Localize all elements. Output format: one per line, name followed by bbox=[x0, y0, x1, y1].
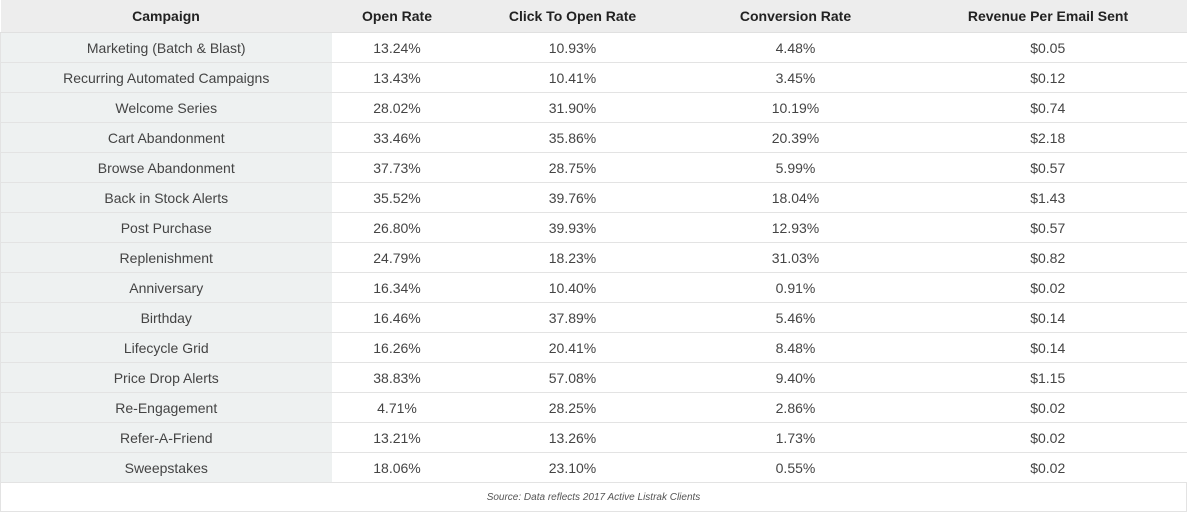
header-open-rate: Open Rate bbox=[331, 0, 463, 33]
table-row: Anniversary 16.34% 10.40% 0.91% $0.02 bbox=[0, 272, 1187, 303]
cell-conversion-rate: 9.40% bbox=[682, 362, 909, 393]
cell-click-to-open-rate: 20.41% bbox=[462, 332, 683, 363]
cell-conversion-rate: 1.73% bbox=[682, 422, 909, 453]
cell-open-rate: 18.06% bbox=[331, 452, 463, 483]
table-row: Sweepstakes 18.06% 23.10% 0.55% $0.02 bbox=[0, 452, 1187, 483]
cell-campaign: Lifecycle Grid bbox=[0, 332, 332, 363]
table-row: Post Purchase 26.80% 39.93% 12.93% $0.57 bbox=[0, 212, 1187, 243]
cell-conversion-rate: 31.03% bbox=[682, 242, 909, 273]
cell-conversion-rate: 8.48% bbox=[682, 332, 909, 363]
cell-revenue-per-email: $1.15 bbox=[908, 362, 1187, 393]
cell-click-to-open-rate: 39.93% bbox=[462, 212, 683, 243]
cell-click-to-open-rate: 31.90% bbox=[462, 92, 683, 123]
cell-campaign: Post Purchase bbox=[0, 212, 332, 243]
cell-open-rate: 16.26% bbox=[331, 332, 463, 363]
source-note: Source: Data reflects 2017 Active Listra… bbox=[0, 483, 1187, 512]
cell-campaign: Marketing (Batch & Blast) bbox=[0, 32, 332, 63]
cell-campaign: Re-Engagement bbox=[0, 392, 332, 423]
cell-click-to-open-rate: 28.25% bbox=[462, 392, 683, 423]
table-row: Cart Abandonment 33.46% 35.86% 20.39% $2… bbox=[0, 122, 1187, 153]
cell-campaign: Sweepstakes bbox=[0, 452, 332, 483]
table-row: Recurring Automated Campaigns 13.43% 10.… bbox=[0, 62, 1187, 93]
cell-click-to-open-rate: 28.75% bbox=[462, 152, 683, 183]
header-campaign: Campaign bbox=[0, 0, 332, 33]
cell-open-rate: 35.52% bbox=[331, 182, 463, 213]
cell-conversion-rate: 5.46% bbox=[682, 302, 909, 333]
cell-revenue-per-email: $0.82 bbox=[908, 242, 1187, 273]
table-row: Lifecycle Grid 16.26% 20.41% 8.48% $0.14 bbox=[0, 332, 1187, 363]
cell-open-rate: 26.80% bbox=[331, 212, 463, 243]
cell-open-rate: 13.43% bbox=[331, 62, 463, 93]
cell-revenue-per-email: $0.12 bbox=[908, 62, 1187, 93]
cell-campaign: Replenishment bbox=[0, 242, 332, 273]
cell-conversion-rate: 10.19% bbox=[682, 92, 909, 123]
cell-campaign: Cart Abandonment bbox=[0, 122, 332, 153]
cell-open-rate: 4.71% bbox=[331, 392, 463, 423]
table-row: Browse Abandonment 37.73% 28.75% 5.99% $… bbox=[0, 152, 1187, 183]
header-click-to-open-rate: Click To Open Rate bbox=[462, 0, 683, 33]
cell-revenue-per-email: $0.74 bbox=[908, 92, 1187, 123]
cell-open-rate: 37.73% bbox=[331, 152, 463, 183]
cell-conversion-rate: 0.55% bbox=[682, 452, 909, 483]
table-row: Birthday 16.46% 37.89% 5.46% $0.14 bbox=[0, 302, 1187, 333]
table-row: Refer-A-Friend 13.21% 13.26% 1.73% $0.02 bbox=[0, 422, 1187, 453]
cell-revenue-per-email: $2.18 bbox=[908, 122, 1187, 153]
cell-conversion-rate: 20.39% bbox=[682, 122, 909, 153]
cell-revenue-per-email: $0.57 bbox=[908, 152, 1187, 183]
cell-open-rate: 16.34% bbox=[331, 272, 463, 303]
table-row: Price Drop Alerts 38.83% 57.08% 9.40% $1… bbox=[0, 362, 1187, 393]
cell-revenue-per-email: $0.02 bbox=[908, 272, 1187, 303]
cell-click-to-open-rate: 13.26% bbox=[462, 422, 683, 453]
cell-campaign: Birthday bbox=[0, 302, 332, 333]
cell-click-to-open-rate: 10.40% bbox=[462, 272, 683, 303]
cell-conversion-rate: 0.91% bbox=[682, 272, 909, 303]
cell-click-to-open-rate: 23.10% bbox=[462, 452, 683, 483]
cell-open-rate: 16.46% bbox=[331, 302, 463, 333]
cell-campaign: Refer-A-Friend bbox=[0, 422, 332, 453]
table-header-row: Campaign Open Rate Click To Open Rate Co… bbox=[0, 0, 1187, 33]
table-row: Marketing (Batch & Blast) 13.24% 10.93% … bbox=[0, 32, 1187, 63]
cell-revenue-per-email: $0.02 bbox=[908, 452, 1187, 483]
cell-campaign: Back in Stock Alerts bbox=[0, 182, 332, 213]
cell-conversion-rate: 12.93% bbox=[682, 212, 909, 243]
cell-click-to-open-rate: 57.08% bbox=[462, 362, 683, 393]
cell-revenue-per-email: $0.14 bbox=[908, 332, 1187, 363]
table-row: Re-Engagement 4.71% 28.25% 2.86% $0.02 bbox=[0, 392, 1187, 423]
cell-revenue-per-email: $0.02 bbox=[908, 392, 1187, 423]
cell-open-rate: 13.21% bbox=[331, 422, 463, 453]
cell-campaign: Welcome Series bbox=[0, 92, 332, 123]
header-revenue-per-email: Revenue Per Email Sent bbox=[908, 0, 1187, 33]
cell-click-to-open-rate: 10.41% bbox=[462, 62, 683, 93]
cell-conversion-rate: 3.45% bbox=[682, 62, 909, 93]
cell-click-to-open-rate: 10.93% bbox=[462, 32, 683, 63]
cell-click-to-open-rate: 37.89% bbox=[462, 302, 683, 333]
cell-campaign: Recurring Automated Campaigns bbox=[0, 62, 332, 93]
cell-click-to-open-rate: 35.86% bbox=[462, 122, 683, 153]
cell-revenue-per-email: $0.05 bbox=[908, 32, 1187, 63]
cell-campaign: Price Drop Alerts bbox=[0, 362, 332, 393]
table-row: Replenishment 24.79% 18.23% 31.03% $0.82 bbox=[0, 242, 1187, 273]
campaign-metrics-table: Campaign Open Rate Click To Open Rate Co… bbox=[0, 0, 1187, 483]
cell-campaign: Anniversary bbox=[0, 272, 332, 303]
cell-open-rate: 28.02% bbox=[331, 92, 463, 123]
table-row: Back in Stock Alerts 35.52% 39.76% 18.04… bbox=[0, 182, 1187, 213]
cell-campaign: Browse Abandonment bbox=[0, 152, 332, 183]
cell-click-to-open-rate: 18.23% bbox=[462, 242, 683, 273]
cell-conversion-rate: 5.99% bbox=[682, 152, 909, 183]
cell-open-rate: 38.83% bbox=[331, 362, 463, 393]
table-row: Welcome Series 28.02% 31.90% 10.19% $0.7… bbox=[0, 92, 1187, 123]
cell-open-rate: 13.24% bbox=[331, 32, 463, 63]
cell-revenue-per-email: $0.57 bbox=[908, 212, 1187, 243]
cell-revenue-per-email: $1.43 bbox=[908, 182, 1187, 213]
cell-conversion-rate: 4.48% bbox=[682, 32, 909, 63]
cell-revenue-per-email: $0.14 bbox=[908, 302, 1187, 333]
cell-revenue-per-email: $0.02 bbox=[908, 422, 1187, 453]
header-conversion-rate: Conversion Rate bbox=[682, 0, 909, 33]
cell-open-rate: 33.46% bbox=[331, 122, 463, 153]
cell-conversion-rate: 2.86% bbox=[682, 392, 909, 423]
cell-click-to-open-rate: 39.76% bbox=[462, 182, 683, 213]
cell-open-rate: 24.79% bbox=[331, 242, 463, 273]
cell-conversion-rate: 18.04% bbox=[682, 182, 909, 213]
